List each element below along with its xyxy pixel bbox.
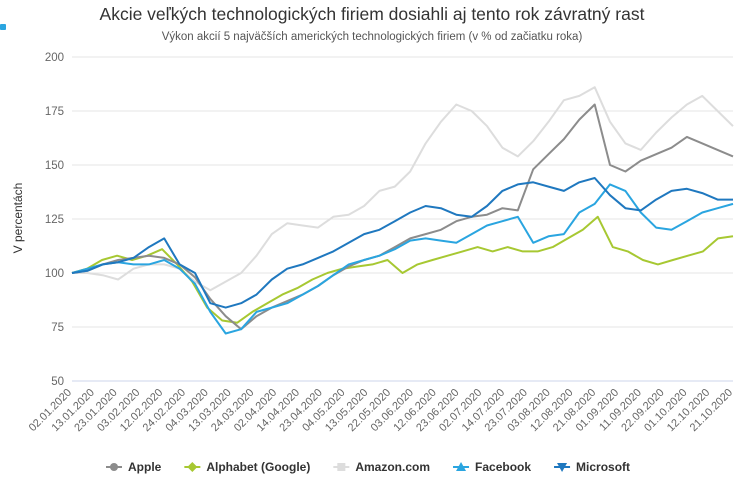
series-line bbox=[71, 183, 734, 335]
y-tick-label: 75 bbox=[51, 322, 64, 334]
y-tick-label: 100 bbox=[45, 268, 64, 280]
legend-label: Apple bbox=[128, 460, 162, 474]
legend-marker-triangle-down bbox=[557, 463, 568, 472]
series-lines bbox=[71, 86, 734, 335]
y-tick-label: 125 bbox=[45, 214, 64, 226]
y-axis: 50 75 100 125 150 175 200 bbox=[45, 52, 64, 388]
y-tick-label: 150 bbox=[45, 160, 64, 172]
corner-accent bbox=[0, 24, 6, 30]
y-tick-label: 50 bbox=[51, 376, 64, 388]
series-line bbox=[71, 215, 734, 324]
chart-title: Akcie veľkých technologických firiem dos… bbox=[100, 4, 645, 24]
legend-label: Alphabet (Google) bbox=[206, 460, 310, 474]
legend-marker-circle bbox=[110, 463, 118, 471]
x-axis: 02.01.202013.01.202023.01.202003.02.2020… bbox=[27, 387, 735, 434]
grid bbox=[72, 56, 733, 382]
legend-label: Microsoft bbox=[576, 460, 630, 474]
legend-marker-square bbox=[337, 463, 346, 471]
legend-marker-triangle bbox=[456, 462, 467, 471]
series-line bbox=[71, 177, 733, 309]
legend-label: Amazon.com bbox=[355, 460, 430, 474]
legend: Apple Alphabet (Google) Amazon.com Facebook… bbox=[106, 460, 630, 474]
y-tick-label: 175 bbox=[45, 106, 64, 118]
y-axis-title: V percentách bbox=[11, 183, 25, 254]
y-tick-label: 200 bbox=[45, 52, 64, 64]
chart-subtitle: Výkon akcií 5 najväčších amerických tech… bbox=[162, 31, 583, 43]
legend-label: Facebook bbox=[475, 460, 531, 474]
legend-marker-diamond bbox=[187, 462, 198, 472]
